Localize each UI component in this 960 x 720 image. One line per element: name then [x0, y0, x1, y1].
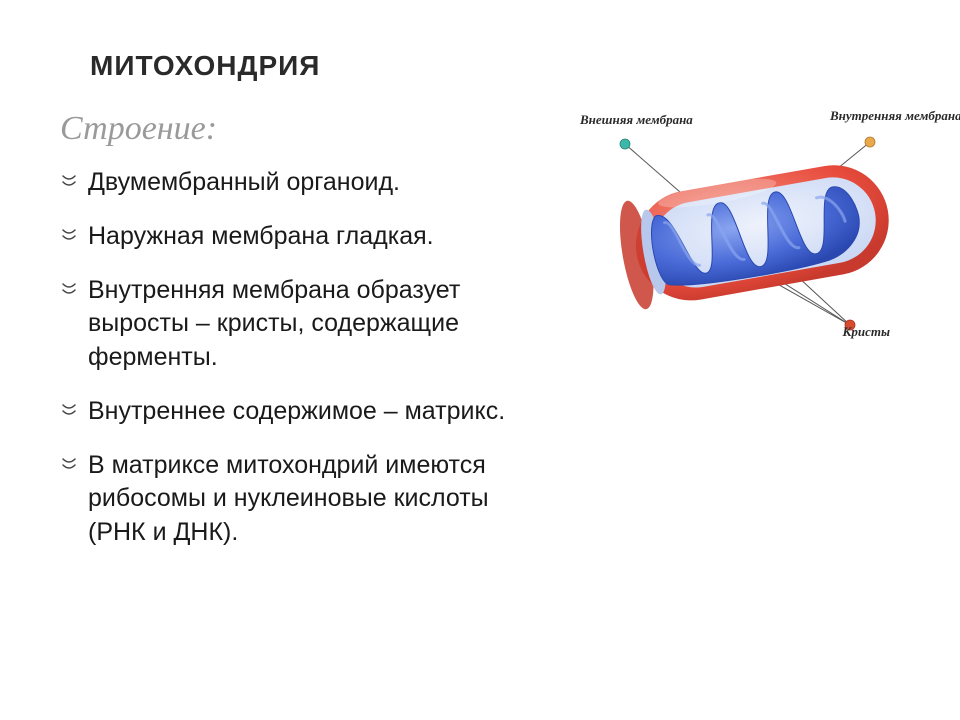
list-item: Внутренняя мембрана образует выросты – к… — [60, 274, 540, 375]
list-item: Двумембранный органоид. — [60, 166, 540, 200]
list-item: Наружная мембрана гладкая. — [60, 220, 540, 254]
label-inner-membrane: Внутренняя мембрана — [830, 108, 930, 124]
bullet-list: Двумембранный органоид. Наружная мембран… — [60, 166, 540, 570]
list-item: В матриксе митохондрий имеются рибосомы … — [60, 449, 540, 550]
slide: МИТОХОНДРИЯ Строение: Двумембранный орга… — [0, 0, 960, 720]
label-cristae: Кристы — [843, 324, 890, 340]
list-item: Внутреннее содержимое – матрикс. — [60, 395, 540, 429]
slide-title: МИТОХОНДРИЯ — [90, 50, 920, 82]
label-outer-membrane: Внешняя мембрана — [580, 112, 670, 128]
mitochondrion-diagram: Внешняя мембрана Внутренняя мембрана Кри… — [550, 100, 930, 380]
